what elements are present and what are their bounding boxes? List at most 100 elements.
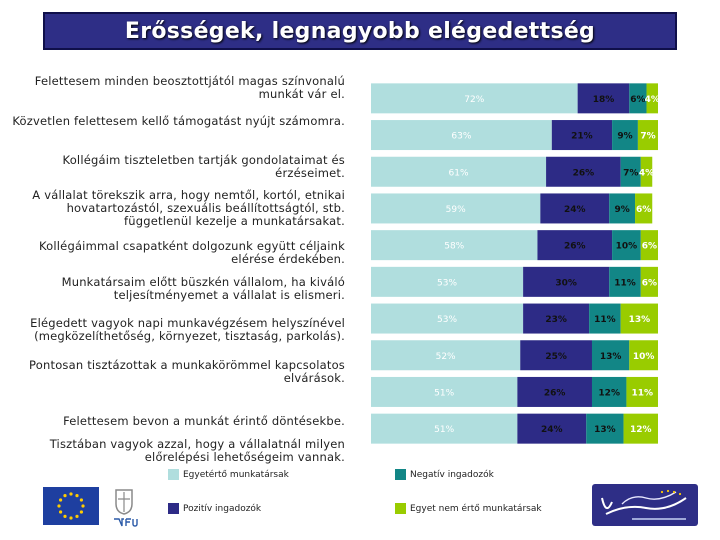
data-label: 13% [629, 315, 651, 325]
bar-segment [517, 376, 592, 407]
bar-segment [589, 303, 621, 334]
uj-magyarorszag-logo [592, 484, 698, 526]
bar-segment [523, 303, 590, 334]
bar-segment [640, 266, 658, 297]
data-label: 13% [600, 352, 622, 362]
data-label: 6% [642, 278, 657, 288]
data-label: 72% [464, 95, 484, 105]
bar-segment [371, 303, 524, 334]
data-label: 6% [630, 95, 645, 105]
data-label: 11% [631, 388, 653, 398]
category-label: Felettesem minden beosztottjától magas s… [34, 74, 345, 101]
nfu-logo [110, 486, 138, 528]
data-label: 26% [544, 388, 566, 398]
data-label: 11% [594, 315, 616, 325]
bar-segment [546, 156, 621, 187]
data-label: 63% [451, 132, 471, 142]
data-label: 10% [633, 352, 655, 362]
bar-segment [371, 120, 552, 151]
data-label: 13% [594, 425, 616, 435]
bar-segment [371, 340, 521, 371]
bar-segment [577, 83, 630, 114]
data-label: 11% [614, 278, 636, 288]
bar-segment [371, 376, 518, 407]
bar-segment [612, 230, 641, 261]
bar-segment [371, 266, 524, 297]
bar-segment [629, 83, 647, 114]
eu-flag-logo [43, 487, 99, 525]
legend-item: Egyetértő munkatársak [168, 469, 289, 480]
bar-segment [371, 230, 538, 261]
stacked-bar-chart: 72% 18% 6% 4%63% 21% 9% 7%61% 26% 7% 4%59% 24% 9% 6%… [371, 83, 660, 444]
category-label: Elégedett vagyok napi munkavégzésem hely… [30, 316, 345, 343]
legend-item: Egyet nem értő munkatársak [395, 503, 542, 514]
category-label: Kollégáim tiszteletben tartják gondolata… [62, 153, 345, 180]
category-label: Felettesem bevon a munkát érintő döntése… [63, 414, 345, 428]
legend-label: Egyet nem értő munkatársak [410, 503, 542, 514]
bar-segment [629, 340, 658, 371]
legend-swatch [395, 503, 406, 514]
data-label: 7% [623, 168, 638, 178]
bar-segment [640, 230, 658, 261]
bar-segment [591, 376, 627, 407]
bar-segment [635, 193, 653, 224]
bar-segment [620, 156, 641, 187]
category-label: Tisztában vagyok azzal, hogy a vállalatn… [49, 437, 345, 464]
data-label: 61% [449, 168, 469, 178]
category-label: Munkatársaim előtt büszkén vállalom, ha … [61, 275, 345, 302]
data-label: 30% [555, 278, 577, 288]
data-label: 6% [636, 205, 651, 215]
data-label: 53% [437, 315, 457, 325]
data-label: 4% [645, 95, 660, 105]
data-label: 12% [630, 425, 652, 435]
title-bar: Erősségek, legnagyobb elégedettség [43, 12, 677, 50]
bar-segment [520, 340, 592, 371]
data-label: 25% [545, 352, 567, 362]
bar-segment [540, 193, 610, 224]
bar-segment [591, 340, 630, 371]
legend-label: Pozitív ingadozók [183, 503, 262, 514]
bar-segment [646, 83, 658, 114]
data-label: 6% [642, 242, 657, 252]
category-label: Közvetlen felettesem kellő támogatást ny… [12, 114, 345, 128]
bar-segment [371, 413, 518, 444]
legend-label: Egyetértő munkatársak [183, 469, 289, 480]
data-label: 10% [616, 242, 638, 252]
bar-segment [371, 83, 578, 114]
legend-swatch [168, 503, 179, 514]
bar-segment [637, 120, 658, 151]
legend-item: Negatív ingadozók [395, 469, 494, 480]
category-label: A vállalat törekszik arra, hogy nemtől, … [32, 188, 345, 228]
bar-segment [620, 303, 658, 334]
data-label: 23% [545, 315, 567, 325]
bar-segment [612, 120, 638, 151]
data-label: 53% [437, 278, 457, 288]
category-label: Kollégáimmal csapatként dolgozunk együtt… [38, 239, 345, 266]
data-label: 9% [617, 132, 632, 142]
bar-segment [626, 376, 658, 407]
bar-segment [371, 193, 541, 224]
data-label: 26% [564, 242, 586, 252]
data-label: 24% [564, 205, 586, 215]
bar-segment [609, 266, 641, 297]
bar-segment [371, 156, 547, 187]
data-label: 52% [436, 352, 456, 362]
bar-segment [517, 413, 587, 444]
bar-segment [523, 266, 610, 297]
data-label: 59% [446, 205, 466, 215]
data-label: 51% [434, 425, 454, 435]
data-label: 18% [593, 95, 615, 105]
data-label: 24% [541, 425, 563, 435]
data-label: 12% [598, 388, 620, 398]
data-label: 58% [444, 242, 464, 252]
data-label: 4% [639, 168, 654, 178]
bar-segment [609, 193, 636, 224]
data-label: 51% [434, 388, 454, 398]
bar-segment [640, 156, 653, 187]
data-label: 9% [614, 205, 629, 215]
bar-segment [586, 413, 624, 444]
data-label: 21% [571, 132, 593, 142]
bar-segment [537, 230, 613, 261]
legend-item: Pozitív ingadozók [168, 503, 261, 514]
legend-swatch [168, 469, 179, 480]
